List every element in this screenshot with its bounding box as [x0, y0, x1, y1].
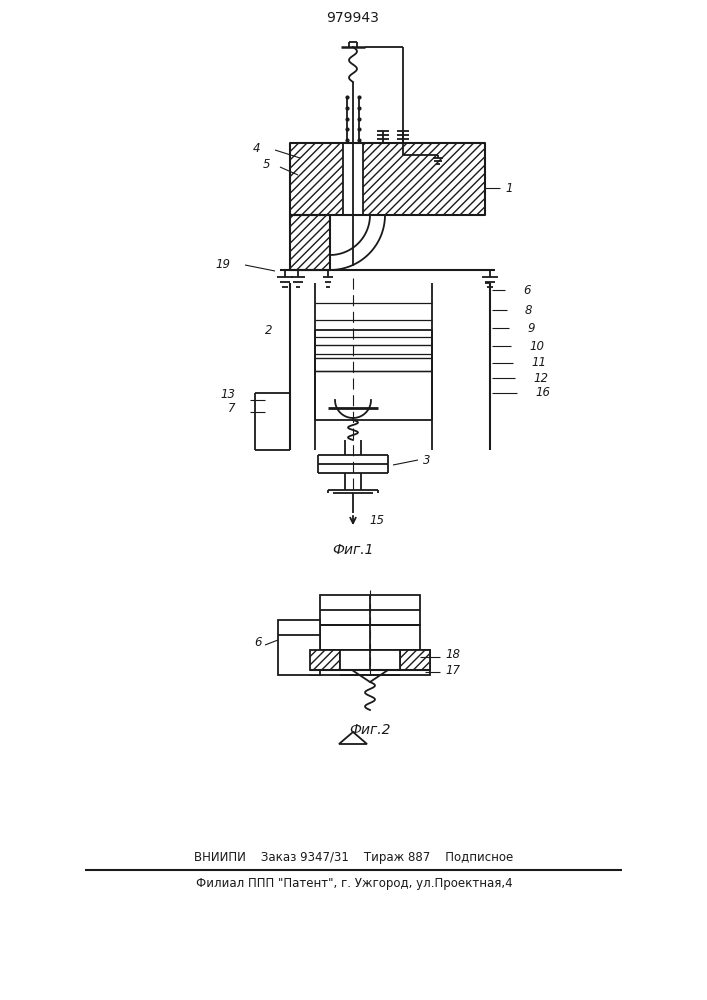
Polygon shape — [339, 732, 367, 744]
Text: 18: 18 — [445, 648, 460, 662]
Text: Фиг.2: Фиг.2 — [349, 723, 391, 737]
Text: 11: 11 — [531, 357, 546, 369]
Text: 10: 10 — [529, 340, 544, 353]
Bar — [290, 143, 343, 215]
Text: 979943: 979943 — [327, 11, 380, 25]
Bar — [320, 625, 420, 650]
Bar — [310, 650, 430, 675]
Text: 9: 9 — [527, 322, 534, 334]
Text: 6: 6 — [523, 284, 530, 296]
Text: 2: 2 — [264, 324, 272, 336]
Text: 13: 13 — [220, 388, 235, 401]
Text: 15: 15 — [369, 514, 384, 526]
Text: 16: 16 — [535, 386, 550, 399]
Text: 19: 19 — [215, 258, 230, 271]
Text: 5: 5 — [262, 158, 270, 172]
Bar — [278, 620, 320, 675]
Bar — [320, 595, 420, 625]
Bar — [310, 650, 340, 670]
Bar — [340, 650, 400, 670]
Text: ВНИИПИ    Заказ 9347/31    Тираж 887    Подписное: ВНИИПИ Заказ 9347/31 Тираж 887 Подписное — [194, 852, 513, 864]
Bar — [400, 650, 430, 670]
Text: Филиал ППП "Патент", г. Ужгород, ул.Проектная,4: Филиал ППП "Патент", г. Ужгород, ул.Прое… — [196, 878, 513, 890]
Text: 8: 8 — [525, 304, 532, 316]
Text: 3: 3 — [423, 454, 431, 466]
Text: 17: 17 — [445, 664, 460, 676]
Text: 1: 1 — [505, 182, 513, 194]
Text: 4: 4 — [252, 141, 260, 154]
Text: 7: 7 — [228, 401, 235, 414]
Bar — [290, 215, 330, 270]
Text: 6: 6 — [255, 637, 262, 650]
Text: 12: 12 — [533, 371, 548, 384]
Text: Фиг.1: Фиг.1 — [332, 543, 374, 557]
Bar — [363, 143, 485, 215]
